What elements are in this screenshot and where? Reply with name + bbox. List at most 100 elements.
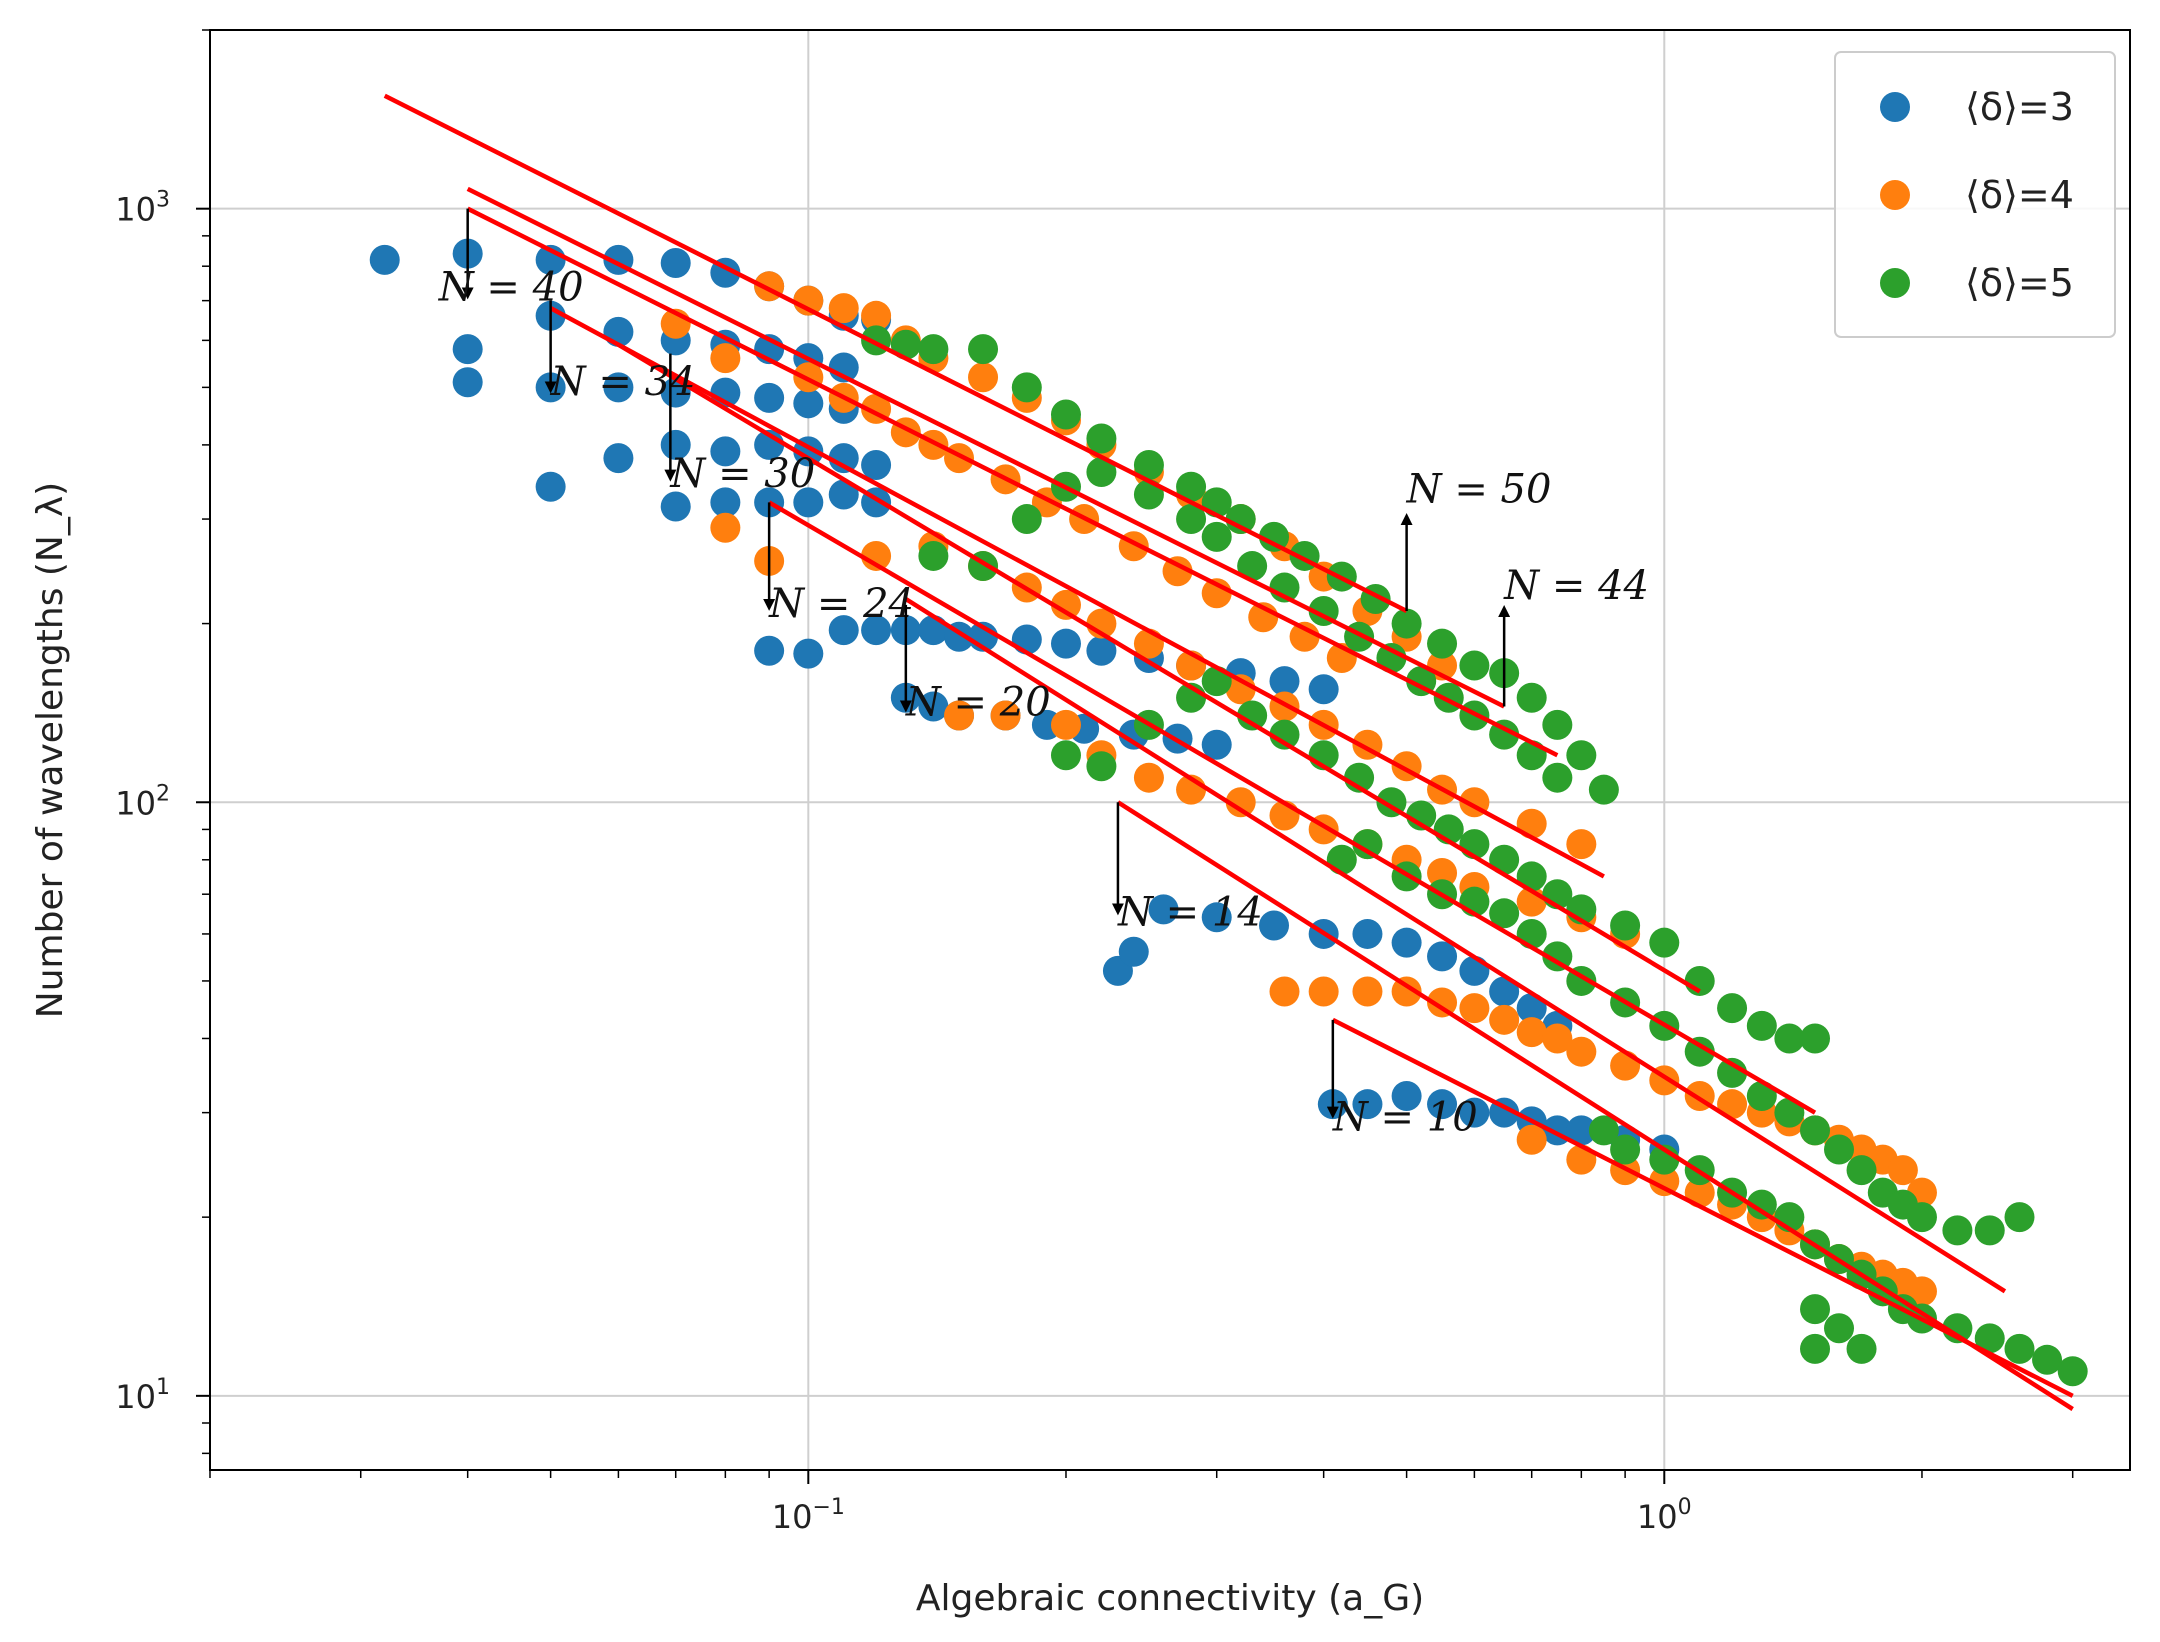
series-3-point	[1974, 1323, 2005, 1354]
series-2-point	[1566, 829, 1597, 860]
series-1-point	[1050, 628, 1081, 659]
series-2-point	[1050, 589, 1081, 620]
series-1-point	[452, 334, 483, 365]
series-3-point	[1774, 1097, 1805, 1128]
series-2-point	[1050, 709, 1081, 740]
series-3-point	[1352, 829, 1383, 860]
series-3-point	[1326, 844, 1357, 875]
series-1-point	[710, 487, 741, 518]
series-2-point	[1887, 1155, 1918, 1186]
y-tick-label: 101	[115, 1375, 170, 1416]
series-3-point	[1566, 740, 1597, 771]
legend-entry: ⟨δ⟩=5	[1965, 261, 2074, 305]
legend: ⟨δ⟩=3 ⟨δ⟩=4 ⟨δ⟩=5	[1834, 51, 2116, 338]
series-2-point	[1542, 1023, 1573, 1054]
series-3-point	[1176, 504, 1207, 535]
series-3-point	[1427, 628, 1458, 659]
series-1-point	[1566, 1115, 1597, 1146]
series-2-point	[1391, 976, 1422, 1007]
series-2-point	[1717, 1089, 1748, 1120]
series-1-point	[1459, 1097, 1490, 1128]
fit-line	[383, 93, 1408, 614]
fit-line	[768, 500, 1817, 1115]
series-3-point	[1717, 993, 1748, 1024]
series-1-point	[828, 479, 859, 510]
series-3-point	[1011, 504, 1042, 535]
series-1-point	[710, 436, 741, 467]
series-2-point	[1133, 762, 1164, 793]
series-1-point	[1391, 927, 1422, 958]
annotation-label: N = 14	[1117, 889, 1263, 935]
series-2-point	[1225, 674, 1256, 705]
series-3-points	[861, 325, 2088, 1387]
series-3-point	[1259, 521, 1290, 552]
series-1-point	[861, 615, 892, 646]
series-1-point	[1459, 955, 1490, 986]
annotation-label: N = 40	[438, 265, 584, 311]
series-3-point	[1824, 1313, 1855, 1344]
series-1-point	[1148, 894, 1179, 925]
series-1-point	[793, 638, 824, 669]
fit-line	[904, 597, 2007, 1294]
fit-line	[1116, 800, 2074, 1411]
series-1-point	[603, 443, 634, 474]
annotation-label: N = 34	[550, 359, 696, 405]
y-tick-base: 10	[115, 1378, 156, 1416]
series-1-point	[754, 382, 785, 413]
series-3-point	[1588, 774, 1619, 805]
series-3-point	[1176, 471, 1207, 502]
series-3-point	[1800, 1023, 1831, 1054]
series-2-point	[861, 300, 892, 331]
series-3-point	[918, 334, 949, 365]
fit-line	[466, 186, 1506, 709]
series-3-point	[1610, 1134, 1641, 1165]
legend-entry: ⟨δ⟩=3	[1965, 85, 2074, 129]
legend-entry: ⟨δ⟩=4	[1965, 173, 2074, 217]
series-1-point	[1391, 1080, 1422, 1111]
series-3-point	[1942, 1215, 1973, 1246]
series-1-point	[660, 248, 691, 279]
series-3-point	[2057, 1356, 2088, 1387]
series-2-point	[1269, 976, 1300, 1007]
series-1-point	[793, 487, 824, 518]
series-1-point	[918, 691, 949, 722]
series-3-point	[1133, 449, 1164, 480]
series-3-point	[1237, 700, 1268, 731]
series-2-point	[918, 429, 949, 460]
series-2-point	[1427, 858, 1458, 889]
series-3-point	[1201, 521, 1232, 552]
y-tick-exponent: 2	[156, 781, 170, 806]
series-2-point	[710, 343, 741, 374]
series-3-point	[1489, 898, 1520, 929]
series-1-point	[828, 615, 859, 646]
series-3-point	[1746, 1010, 1777, 1041]
legend-marker	[1880, 268, 1910, 298]
series-2-point	[1308, 976, 1339, 1007]
series-3-point	[918, 540, 949, 571]
series-2-point	[944, 700, 975, 731]
series-3-point	[1459, 650, 1490, 681]
series-2-point	[1906, 1276, 1937, 1307]
series-1-point	[535, 471, 566, 502]
series-1-point	[660, 429, 691, 460]
fit-lines	[383, 93, 2074, 1411]
y-tick-label: 103	[115, 188, 170, 229]
series-1-point	[603, 372, 634, 403]
series-3-point	[1610, 910, 1641, 941]
series-3-point	[1649, 927, 1680, 958]
annotation-label: N = 10	[1332, 1094, 1478, 1140]
series-3-point	[1086, 423, 1117, 454]
series-1-point	[861, 449, 892, 480]
annotation-label: N = 20	[905, 680, 1051, 726]
series-2-point	[968, 362, 999, 393]
legend-box	[1834, 51, 2116, 338]
grid	[210, 30, 2130, 1470]
series-1-point	[828, 443, 859, 474]
series-3-point	[1800, 1294, 1831, 1325]
series-1-point	[1352, 918, 1383, 949]
series-3-point	[1684, 1036, 1715, 1067]
series-3-point	[1542, 709, 1573, 740]
series-3-point	[1516, 918, 1547, 949]
series-2-point	[861, 540, 892, 571]
series-3-point	[1542, 762, 1573, 793]
